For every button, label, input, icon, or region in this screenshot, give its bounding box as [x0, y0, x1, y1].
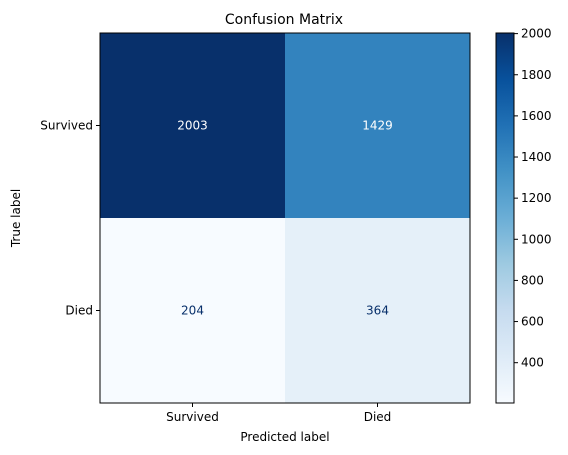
colorbar-tick-label: 1600 [521, 109, 552, 123]
colorbar-tick-label: 800 [521, 273, 544, 287]
colorbar-tick-label: 1800 [521, 68, 552, 82]
y-tick-label: Survived [40, 119, 93, 133]
colorbar-tick-label: 1000 [521, 232, 552, 246]
x-tick-label: Survived [166, 410, 219, 424]
y-tick-label: Died [65, 304, 93, 318]
colorbar-tick-label: 1200 [521, 191, 552, 205]
colorbar-ticks: 400 600 800 1000 1200 1400 1600 1800 2000 [514, 27, 552, 370]
cell-value-label: 204 [181, 304, 204, 318]
chart-title: Confusion Matrix [225, 12, 343, 28]
colorbar-tick-label: 2000 [521, 27, 552, 41]
y-axis-label: True label [9, 189, 23, 248]
x-axis-ticks: Survived Died [166, 403, 391, 424]
colorbar-tick-label: 600 [521, 315, 544, 329]
x-tick-label: Died [364, 410, 392, 424]
colorbar [496, 33, 514, 403]
colorbar-tick-label: 1400 [521, 150, 552, 164]
x-axis-label: Predicted label [240, 430, 329, 444]
cell-value-label: 1429 [362, 119, 393, 133]
heatmap-cells [100, 33, 470, 403]
cell-value-label: 2003 [177, 119, 208, 133]
cell-value-label: 364 [366, 304, 389, 318]
colorbar-tick-label: 400 [521, 356, 544, 370]
y-axis-ticks: Survived Died [40, 119, 100, 318]
